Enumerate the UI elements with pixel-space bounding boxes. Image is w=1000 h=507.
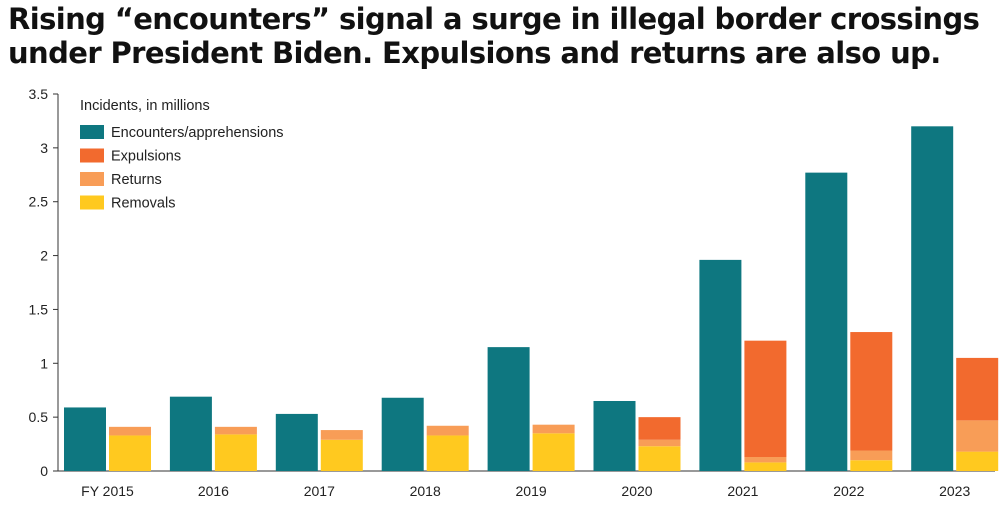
title-line-2: under President Biden. Expulsions and re… [8,36,941,70]
bar-returns [320,430,363,440]
legend: Incidents, in millions Encounters/apprehe… [80,98,284,212]
x-tick-label: 2021 [727,483,758,499]
bar-removals [214,434,257,471]
legend-swatch [80,148,104,163]
bar-removals [109,435,151,471]
bar-encounters-apprehensions [381,397,424,471]
bar-removals [956,451,999,471]
bar-expulsions [744,340,787,457]
bar-expulsions [956,357,999,421]
y-tick-label: 2 [40,248,48,264]
bar-encounters-apprehensions [275,413,318,471]
x-tick-label: 2023 [939,483,970,499]
bars [64,126,999,472]
x-tick-label: 2019 [516,483,547,499]
bar-expulsions [850,332,893,451]
bar-removals [320,439,363,471]
legend-label: Expulsions [111,149,181,165]
bar-encounters-apprehensions [169,396,212,471]
axes: 0 0.5 1 1.5 2 2.5 3 3.5 FY 2015 2016 2017 2018 2019 2… [29,86,995,499]
bar-encounters-apprehensions [64,407,106,471]
bar-encounters-apprehensions [805,172,848,472]
legend-swatch [80,195,104,210]
bar-returns [638,439,681,447]
bar-expulsions [638,417,681,440]
bar-returns [532,424,575,434]
x-tick-label: 2018 [410,483,441,499]
y-tick-label: 3 [40,140,48,156]
x-tick-label: 2022 [833,483,864,499]
bar-returns [214,426,257,435]
bar-removals [532,433,575,471]
x-tick-label: 2017 [304,483,335,499]
y-tick-label: 3.5 [29,86,49,102]
bar-encounters-apprehensions [699,259,742,471]
title-line-1: Rising “encounters” signal a surge in il… [8,2,980,36]
x-tick-label: 2016 [198,483,229,499]
legend-unit-label: Incidents, in millions [80,98,210,114]
bar-removals [426,435,469,471]
legend-swatch [80,172,104,186]
bar-removals [850,460,893,471]
bar-returns [744,456,787,463]
bar-returns [956,420,999,452]
y-tick-label: 1.5 [29,301,49,317]
chart-title: Rising “encounters” signal a surge in il… [8,2,998,70]
bar-removals [638,446,681,471]
legend-label: Returns [111,172,162,188]
y-tick-label: 2.5 [29,194,49,210]
bar-returns [109,426,151,436]
y-tick-label: 0.5 [29,409,49,425]
bar-encounters-apprehensions [593,400,636,471]
legend-label: Removals [111,196,175,212]
legend-label: Encounters/apprehensions [111,125,284,141]
x-tick-label: 2020 [621,483,652,499]
legend-swatch [80,125,104,139]
bar-returns [426,425,469,436]
x-tick-label: FY 2015 [81,483,134,499]
bar-encounters-apprehensions [911,126,954,472]
bar-returns [850,450,893,461]
bar-removals [744,462,787,471]
y-tick-label: 1 [40,355,48,371]
y-tick-label: 0 [40,463,48,479]
bar-encounters-apprehensions [487,347,530,471]
